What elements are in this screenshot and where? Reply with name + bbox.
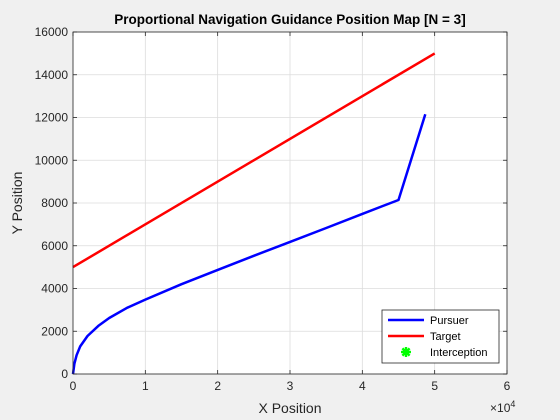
y-tick-label: 2000 — [41, 324, 68, 338]
legend-label-interception: Interception — [430, 347, 487, 359]
y-tick-label: 14000 — [35, 68, 69, 82]
x-tick-label: 5 — [431, 379, 438, 393]
x-tick-label: 6 — [504, 379, 511, 393]
y-tick-label: 16000 — [35, 25, 69, 39]
legend: Pursuer Target Interception — [381, 309, 500, 364]
axis-ticks: 0 1 2 3 4 5 6 0 2000 4000 6000 8000 10000 12000 14000 1… — [35, 25, 511, 393]
series-line-target — [72, 52, 436, 269]
y-axis-label: Y Position — [9, 172, 25, 235]
chart-title: Proportional Navigation Guidance Positio… — [114, 12, 465, 27]
x-axis-exponent: 4 — [510, 399, 515, 409]
x-tick-label: 0 — [70, 379, 77, 393]
x-tick-label: 2 — [214, 379, 221, 393]
x-tick-label: 1 — [142, 379, 149, 393]
x-axis-multiplier: ×104 — [490, 399, 515, 415]
series-line-pursuer — [71, 113, 427, 375]
x-tick-label: 4 — [359, 379, 366, 393]
y-tick-label: 0 — [61, 367, 68, 381]
y-tick-label: 8000 — [41, 196, 68, 210]
x-axis-label: X Position — [258, 400, 321, 416]
legend-label-pursuer: Pursuer — [430, 315, 469, 327]
y-tick-label: 12000 — [35, 111, 69, 125]
series-lines — [71, 52, 436, 375]
legend-marker-interception — [401, 347, 411, 357]
x-tick-label: 3 — [287, 379, 294, 393]
legend-label-target: Target — [430, 331, 461, 343]
y-tick-label: 6000 — [41, 239, 68, 253]
y-tick-label: 10000 — [35, 153, 69, 167]
y-tick-label: 4000 — [41, 282, 68, 296]
